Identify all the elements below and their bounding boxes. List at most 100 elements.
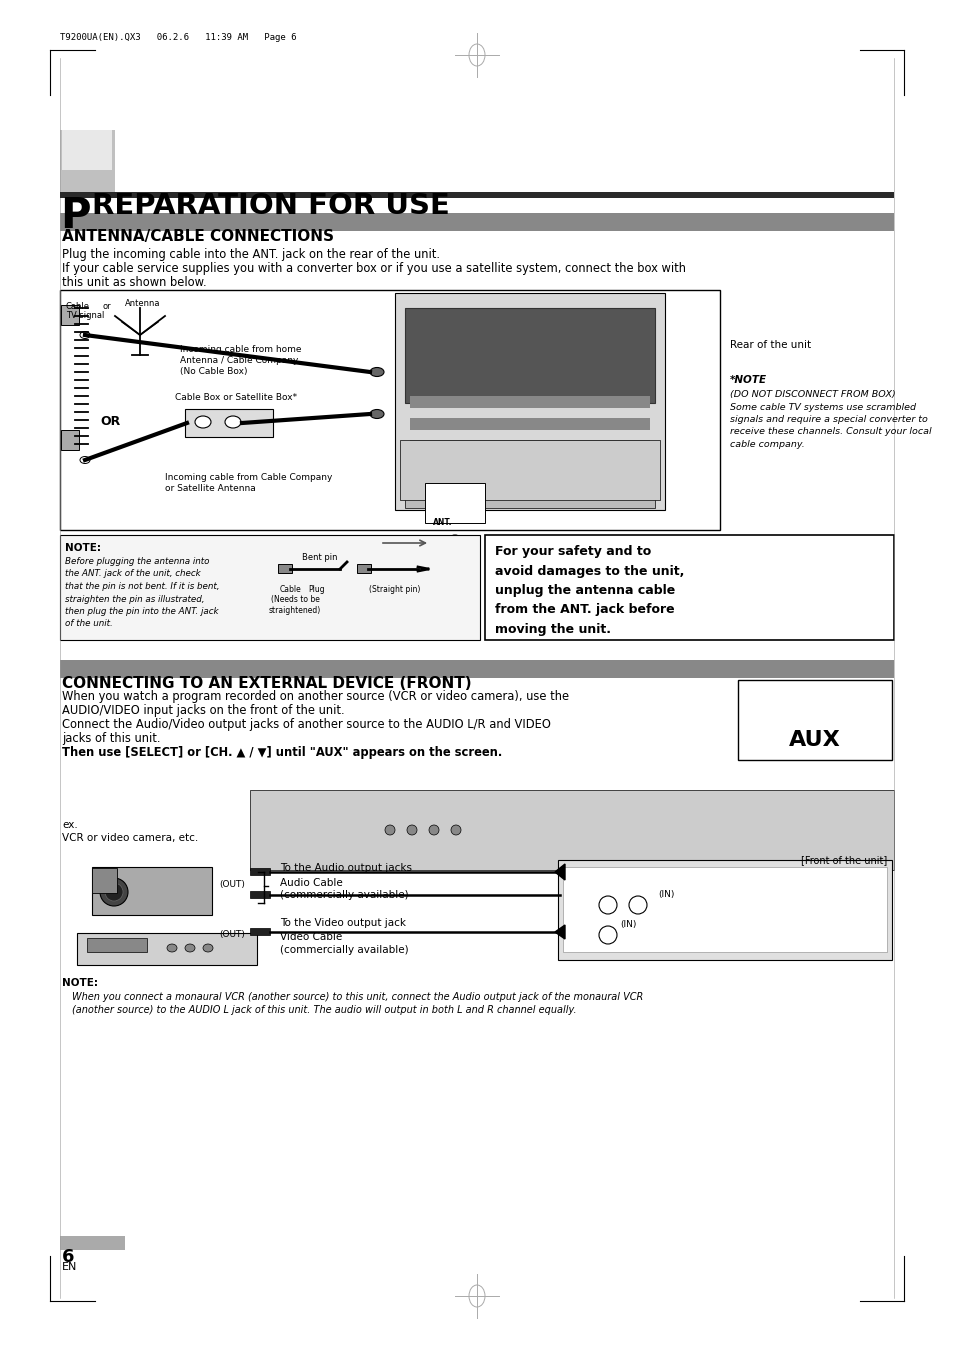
Text: Then use [SELECT] or [CH. ▲ / ▼] until "AUX" appears on the screen.: Then use [SELECT] or [CH. ▲ / ▼] until "…: [62, 746, 501, 759]
Text: (commercially available): (commercially available): [280, 944, 408, 955]
Text: AUDIO/VIDEO input jacks on the front of the unit.: AUDIO/VIDEO input jacks on the front of …: [62, 704, 344, 717]
Bar: [277, 563, 292, 573]
Bar: [60, 1236, 125, 1250]
Bar: [410, 396, 649, 408]
Bar: [558, 861, 891, 961]
Bar: [61, 305, 79, 326]
Text: *NOTE: *NOTE: [729, 376, 766, 385]
Text: REPARATION FOR USE: REPARATION FOR USE: [91, 192, 450, 220]
Bar: [62, 130, 112, 170]
Text: Cable: Cable: [66, 303, 90, 311]
Bar: [250, 867, 270, 875]
Text: (IN): (IN): [619, 920, 636, 929]
Bar: [185, 409, 273, 436]
Text: or Satellite Antenna: or Satellite Antenna: [165, 484, 255, 493]
Text: Cable Box or Satellite Box*: Cable Box or Satellite Box*: [174, 393, 296, 403]
Text: Rear of the unit: Rear of the unit: [729, 340, 810, 350]
Bar: [356, 563, 371, 573]
Bar: [405, 463, 655, 508]
Text: this unit as shown below.: this unit as shown below.: [62, 276, 207, 289]
Ellipse shape: [451, 825, 460, 835]
Text: To the Video output jack: To the Video output jack: [280, 917, 406, 928]
Bar: [60, 213, 893, 231]
Polygon shape: [555, 925, 564, 939]
Ellipse shape: [80, 331, 90, 339]
Text: Plug the incoming cable into the ANT. jack on the rear of the unit.: Plug the incoming cable into the ANT. ja…: [62, 249, 439, 261]
Text: AUX: AUX: [788, 730, 840, 750]
Bar: [60, 130, 115, 195]
Text: Plug: Plug: [308, 585, 324, 594]
Bar: [405, 308, 655, 403]
Text: TV signal: TV signal: [66, 311, 104, 320]
Ellipse shape: [203, 944, 213, 952]
Bar: [60, 192, 893, 199]
Text: or: or: [103, 303, 112, 311]
Bar: [250, 790, 893, 870]
Text: To the Audio output jacks: To the Audio output jacks: [280, 863, 412, 873]
Ellipse shape: [80, 457, 90, 463]
Text: (IN): (IN): [658, 890, 674, 898]
Text: CONNECTING TO AN EXTERNAL DEVICE (FRONT): CONNECTING TO AN EXTERNAL DEVICE (FRONT): [62, 676, 471, 690]
Bar: [91, 867, 117, 893]
Bar: [91, 867, 212, 915]
Bar: [562, 867, 886, 952]
Bar: [410, 462, 649, 474]
Text: Antenna / Cable Company: Antenna / Cable Company: [180, 357, 298, 365]
Ellipse shape: [628, 896, 646, 915]
Text: Before plugging the antenna into
the ANT. jack of the unit, check
that the pin i: Before plugging the antenna into the ANT…: [65, 557, 219, 628]
Text: Antenna: Antenna: [125, 299, 160, 308]
Text: VCR or video camera, etc.: VCR or video camera, etc.: [62, 834, 198, 843]
Bar: [77, 934, 256, 965]
Text: ex.: ex.: [62, 820, 77, 830]
Bar: [410, 440, 649, 453]
Text: (Straight pin): (Straight pin): [369, 585, 420, 594]
Text: (No Cable Box): (No Cable Box): [180, 367, 247, 376]
Bar: [87, 938, 147, 952]
Text: ANTENNA/CABLE CONNECTIONS: ANTENNA/CABLE CONNECTIONS: [62, 230, 334, 245]
Ellipse shape: [407, 825, 416, 835]
Ellipse shape: [598, 925, 617, 944]
Ellipse shape: [385, 825, 395, 835]
Ellipse shape: [598, 896, 617, 915]
Text: Audio Cable: Audio Cable: [280, 878, 342, 888]
Text: (DO NOT DISCONNECT FROM BOX)
Some cable TV systems use scrambled
signals and req: (DO NOT DISCONNECT FROM BOX) Some cable …: [729, 390, 931, 449]
Bar: [738, 680, 891, 761]
Text: jacks of this unit.: jacks of this unit.: [62, 732, 160, 744]
Text: When you watch a program recorded on another source (VCR or video camera), use t: When you watch a program recorded on ano…: [62, 690, 569, 703]
Text: 6: 6: [62, 1248, 74, 1266]
Text: When you connect a monaural VCR (another source) to this unit, connect the Audio: When you connect a monaural VCR (another…: [71, 992, 642, 1002]
Text: (OUT): (OUT): [219, 880, 245, 889]
Ellipse shape: [447, 535, 462, 551]
Ellipse shape: [225, 416, 241, 428]
Bar: [60, 790, 893, 970]
Ellipse shape: [185, 944, 194, 952]
Ellipse shape: [100, 878, 128, 907]
Ellipse shape: [167, 944, 177, 952]
Text: EN: EN: [62, 1262, 77, 1273]
Text: T9200UA(EN).QX3   06.2.6   11:39 AM   Page 6: T9200UA(EN).QX3 06.2.6 11:39 AM Page 6: [60, 32, 296, 42]
Bar: [424, 484, 484, 523]
Bar: [60, 661, 893, 678]
Text: OR: OR: [100, 415, 120, 428]
Bar: [61, 430, 79, 450]
Ellipse shape: [370, 367, 384, 377]
Text: (Needs to be
straightened): (Needs to be straightened): [269, 594, 321, 615]
Text: Bent pin: Bent pin: [302, 553, 337, 562]
Text: P: P: [60, 195, 91, 236]
Text: Cable: Cable: [280, 585, 301, 594]
Text: Video Cable: Video Cable: [280, 932, 342, 942]
Bar: [60, 290, 720, 530]
Text: NOTE:: NOTE:: [65, 543, 101, 553]
Text: Incoming cable from Cable Company: Incoming cable from Cable Company: [165, 473, 332, 482]
Bar: [399, 440, 659, 500]
Ellipse shape: [105, 884, 123, 901]
Bar: [250, 892, 270, 898]
Text: (commercially available): (commercially available): [280, 890, 408, 900]
Text: Incoming cable from home: Incoming cable from home: [180, 345, 301, 354]
Bar: [484, 535, 893, 640]
Polygon shape: [555, 865, 564, 880]
Text: (another source) to the AUDIO L jack of this unit. The audio will output in both: (another source) to the AUDIO L jack of …: [71, 1005, 576, 1015]
Text: ANT.: ANT.: [433, 517, 452, 527]
Bar: [60, 535, 479, 640]
Ellipse shape: [370, 409, 384, 419]
